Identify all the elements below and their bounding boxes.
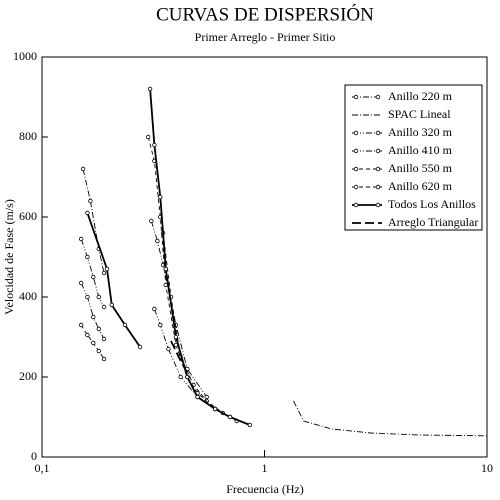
series-line [170,340,191,378]
legend-label: SPAC Lineal [388,107,451,121]
x-axis-label: Frecuencia (Hz) [226,482,304,496]
legend-marker [375,166,381,172]
series-line [293,400,488,437]
legend-label: Anillo 550 m [388,161,453,175]
series-marker [195,394,200,400]
y-tick-label: 200 [19,369,37,383]
series-marker [173,334,179,340]
series-marker [80,166,86,172]
legend-marker [353,94,359,100]
legend-marker [375,130,381,136]
series-marker [85,332,90,338]
series-marker [137,344,143,350]
series-marker [178,374,183,380]
legend-label: Todos Los Anillos [388,197,476,211]
series-marker [101,270,107,276]
y-tick-label: 800 [19,129,37,143]
series-marker [101,356,107,362]
series-marker [96,348,101,354]
series-marker [85,210,90,216]
series-marker [152,306,157,312]
legend-marker [375,184,381,190]
series-line [80,282,216,410]
series-marker [147,86,153,92]
legend-marker [353,148,359,154]
series-line [147,136,231,418]
series-marker [155,238,160,244]
series-marker [163,282,168,288]
series-marker [212,406,218,412]
series-line [82,168,105,274]
series-line [86,88,251,426]
series-marker [166,346,171,352]
series-marker [122,322,128,328]
series-marker [91,314,96,320]
series-marker [78,236,84,242]
legend-label: Anillo 220 m [388,89,453,103]
series-marker [91,274,96,280]
series-marker [227,414,233,420]
x-tick-label: 1 [262,461,268,475]
y-tick-label: 0 [31,449,37,463]
legend-label: Anillo 320 m [388,125,453,139]
series-marker [163,266,168,272]
chart-subtitle: Primer Arreglo - Primer Sitio [195,30,336,44]
y-axis-label: Velocidad de Fase (m/s) [2,199,16,315]
series-marker [247,422,253,428]
legend-label: Anillo 620 m [388,179,453,193]
series-marker [158,194,163,200]
legend-marker [375,148,381,154]
x-tick-label: 10 [481,461,493,475]
x-tick-label: 0,1 [35,461,50,475]
series-marker [96,294,101,300]
series-marker [88,198,93,204]
series-marker [91,340,96,346]
legend-marker [375,202,381,208]
legend-label: Arreglo Triangular [388,215,478,229]
series-marker [101,336,107,342]
series-marker [96,326,101,332]
y-tick-label: 1000 [13,49,37,63]
chart-title: CURVAS DE DISPERSIÓN [156,3,374,25]
series-marker [158,322,163,328]
series-marker [78,280,84,286]
series-marker [85,254,90,260]
legend-marker [353,184,359,190]
series-marker [104,266,110,272]
series-marker [78,322,84,328]
legend-marker [353,166,359,172]
y-tick-label: 600 [19,209,37,223]
series-marker [101,304,107,310]
series-marker [85,294,90,300]
legend-label: Anillo 410 m [388,143,453,157]
series-marker [109,302,115,308]
series-marker [149,218,154,224]
legend-marker [353,130,359,136]
series-marker [152,142,157,148]
legend-marker [375,94,381,100]
y-tick-label: 400 [19,289,37,303]
series-marker [204,394,209,400]
legend-marker [353,202,359,208]
series-marker [145,134,151,140]
